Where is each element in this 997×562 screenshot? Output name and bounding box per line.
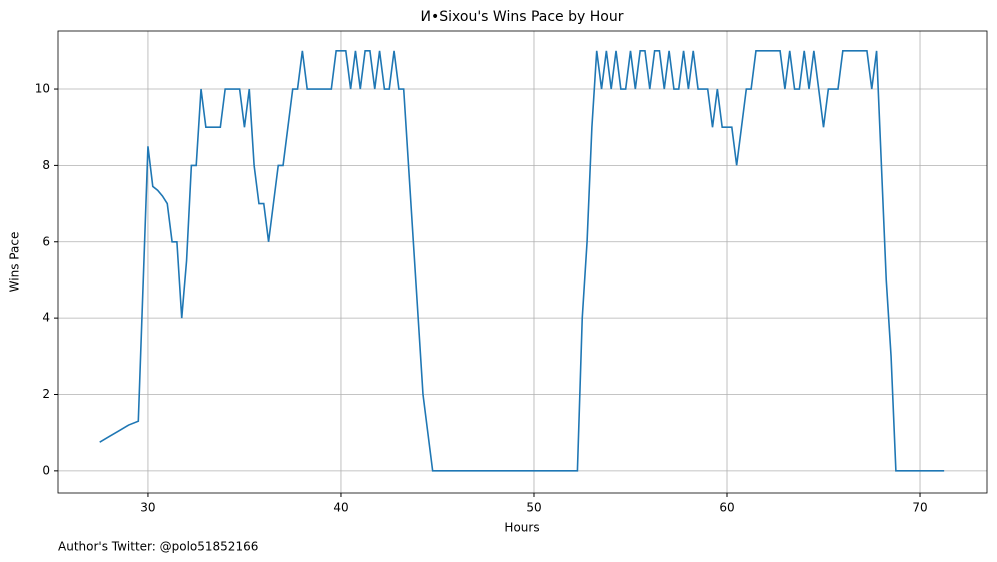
data-line [99, 50, 945, 472]
x-tick-label: 60 [719, 501, 734, 515]
x-tick-label: 30 [140, 501, 155, 515]
y-tick-label: 6 [42, 234, 50, 248]
x-tick-label: 40 [333, 501, 348, 515]
x-tick-label: 70 [912, 501, 927, 515]
y-tick-label: 2 [42, 387, 50, 401]
footer-note: Author's Twitter: @polo51852166 [58, 540, 258, 554]
y-axis-label: Wins Pace [8, 232, 22, 293]
plot-frame [57, 30, 988, 494]
y-tick-label: 0 [42, 463, 50, 477]
x-tick-label: 50 [526, 501, 541, 515]
x-axis-label: Hours [504, 521, 539, 535]
y-tick-label: 8 [42, 158, 50, 172]
chart-title: И•Sixou's Wins Pace by Hour [421, 9, 624, 25]
y-tick-label: 10 [35, 82, 50, 96]
y-tick-label: 4 [42, 311, 50, 325]
